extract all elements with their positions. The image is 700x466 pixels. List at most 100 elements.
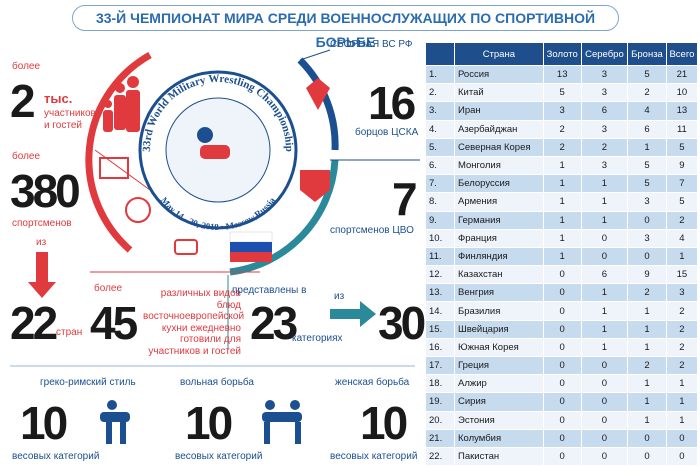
number-cell: 0 (627, 428, 667, 448)
number-cell: 0 (627, 210, 667, 230)
text-cell: Колумбия (454, 428, 544, 448)
number-cell: 3 (580, 119, 629, 139)
number-cell: 9 (627, 265, 667, 285)
stat-number: 16 (368, 77, 416, 129)
stat-label: борцов ЦСКА (355, 127, 419, 138)
medal-table: Страна Золото Серебро Бронза Всего 1. Россия 1… (425, 42, 699, 466)
text-cell: Алжир (454, 374, 544, 394)
number-cell: 1 (542, 246, 582, 267)
number-cell: 2 (665, 210, 699, 230)
number-cell: 21 (665, 64, 699, 85)
number-cell: 1 (627, 319, 667, 339)
text-cell: Казахстан (454, 265, 544, 285)
style-label: весовых категорий (330, 451, 418, 462)
connector (94, 149, 151, 191)
number-cell: 1 (627, 392, 667, 412)
flag-white (229, 231, 273, 243)
number-cell: 0 (542, 283, 582, 303)
number-cell: 6 (627, 119, 667, 139)
number-cell: 5 (627, 174, 667, 194)
text-cell: 15. (425, 319, 455, 339)
number-cell: 0 (542, 355, 582, 376)
stat-label: участников и гостей (44, 108, 96, 131)
number-cell: 9 (665, 155, 699, 176)
text-cell: 17. (425, 355, 455, 376)
text-cell: 22. (425, 446, 455, 466)
text-cell: 13. (425, 283, 455, 303)
number-cell: 2 (665, 355, 699, 376)
number-cell: 2 (542, 119, 582, 139)
badge-icon (99, 157, 129, 179)
title: 33-Й ЧЕМПИОНАТ МИРА СРЕДИ ВОЕННОСЛУЖАЩИХ… (72, 5, 619, 50)
flag-red (230, 252, 272, 262)
stat-label: спортсменов (12, 218, 72, 229)
table-row: 14. Бразилия 0 1 1 2 (425, 301, 699, 321)
text-cell: Сирия (454, 392, 544, 412)
text-cell: 20. (425, 410, 455, 430)
text-cell: Финляндия (454, 246, 544, 267)
table-row: 17. Греция 0 0 2 2 (425, 355, 699, 376)
number-cell: 3 (627, 228, 667, 248)
stat-number: 45 (90, 297, 138, 349)
style-label: весовых категорий (12, 451, 100, 462)
number-cell: 0 (580, 410, 629, 430)
number-cell: 6 (580, 101, 629, 121)
stat-label: спортсменов ЦВО (330, 225, 414, 236)
stat-number: 380 (10, 165, 81, 217)
style-label: весовых категорий (175, 451, 263, 462)
number-cell: 0 (580, 374, 629, 394)
number-cell: 2 (627, 83, 667, 103)
header-cell: Всего (665, 42, 699, 66)
number-cell: 0 (542, 265, 582, 285)
prefix: более (12, 61, 41, 72)
number-cell: 0 (542, 319, 582, 339)
number-cell: 0 (580, 428, 629, 448)
header-cell: Серебро (580, 42, 629, 66)
number-cell: 1 (627, 410, 667, 430)
number-cell: 3 (580, 64, 629, 85)
text-cell: Франция (454, 228, 544, 248)
number-cell: 0 (542, 301, 582, 321)
text-cell: Китай (454, 83, 544, 103)
number-cell: 3 (627, 192, 667, 212)
graphics: 33rd World Military Wrestling Championsh… (10, 49, 420, 444)
text-cell: 7. (425, 174, 455, 194)
number-cell: 13 (665, 101, 699, 121)
number-cell: 1 (627, 374, 667, 394)
text-cell: 9. (425, 210, 455, 230)
number-cell: 10 (665, 83, 699, 103)
table-row: 19. Сирия 0 0 1 1 (425, 392, 699, 412)
number-cell: 1 (627, 337, 667, 358)
text-cell: 16. (425, 337, 455, 358)
prefix: из (334, 291, 345, 302)
text-cell: Северная Корея (454, 137, 544, 157)
table-row: 6. Монголия 1 3 5 9 (425, 155, 699, 176)
number-cell: 1 (542, 192, 582, 212)
table-row: 13. Венгрия 0 1 2 3 (425, 283, 699, 303)
number-cell: 2 (542, 137, 582, 157)
text-cell: Швейцария (454, 319, 544, 339)
number-cell: 0 (665, 446, 699, 466)
red-arc (85, 51, 152, 253)
header-cell: Золото (542, 42, 582, 66)
text-cell: Венгрия (454, 283, 544, 303)
text-cell: Эстония (454, 410, 544, 430)
number-cell: 3 (580, 155, 629, 176)
number-cell: 1 (580, 319, 629, 339)
text-cell: Пакистан (454, 446, 544, 466)
stat-number: 2 (10, 75, 36, 127)
stat-label: стран (56, 327, 83, 338)
style-number: 10 (20, 397, 68, 449)
text-cell: 12. (425, 265, 455, 285)
number-cell: 0 (542, 337, 582, 358)
number-cell: 0 (580, 446, 629, 466)
style-number: 10 (185, 397, 233, 449)
number-cell: 3 (542, 101, 582, 121)
stat-number: 30 (378, 297, 426, 349)
number-cell: 2 (665, 301, 699, 321)
number-cell: 0 (580, 355, 629, 376)
unit: тыс. (44, 91, 73, 106)
text-cell: 8. (425, 192, 455, 212)
table-row: 22. Пакистан 0 0 0 0 (425, 446, 699, 466)
number-cell: 0 (542, 446, 582, 466)
